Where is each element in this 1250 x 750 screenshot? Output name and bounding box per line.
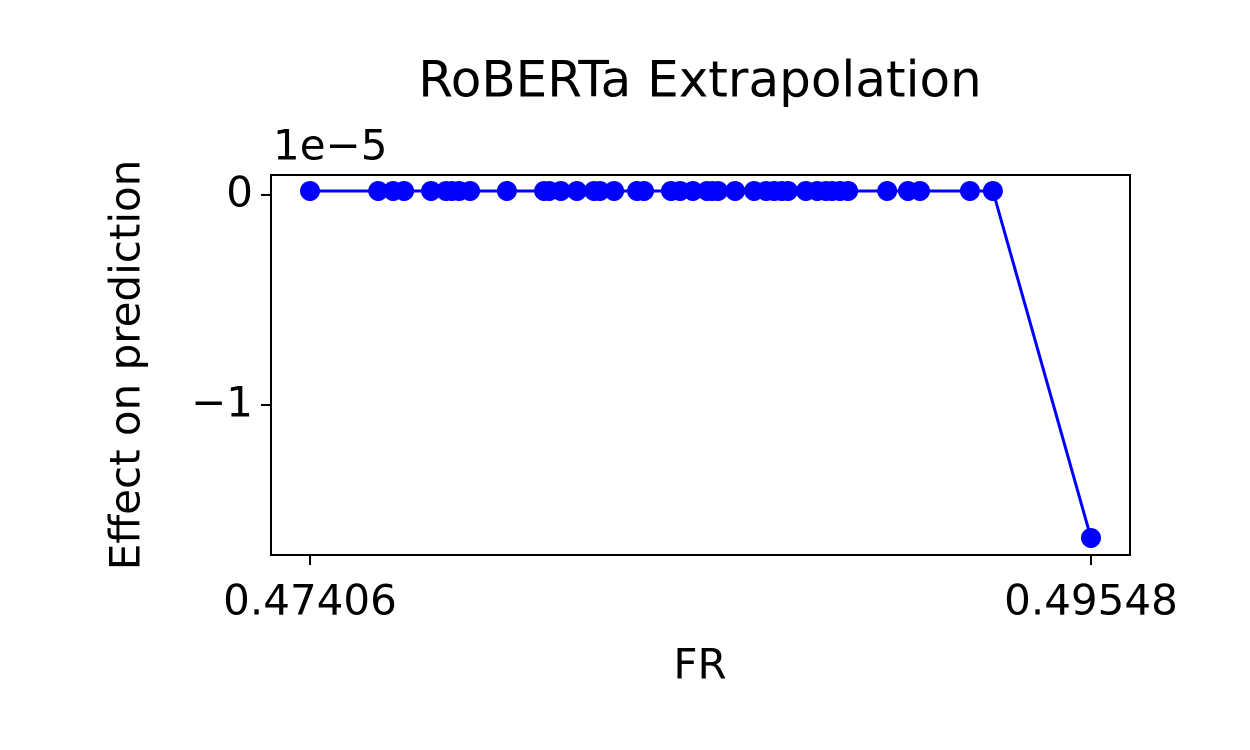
point bbox=[838, 180, 859, 201]
point bbox=[708, 180, 729, 201]
point bbox=[959, 180, 980, 201]
point bbox=[1080, 527, 1101, 548]
point bbox=[604, 180, 625, 201]
point bbox=[566, 180, 587, 201]
plot-frame bbox=[270, 174, 1131, 556]
point bbox=[682, 180, 703, 201]
x-axis-label: FR bbox=[673, 640, 726, 689]
point bbox=[496, 180, 517, 201]
series-line bbox=[310, 189, 1093, 539]
point bbox=[877, 180, 898, 201]
point bbox=[550, 180, 571, 201]
point bbox=[725, 180, 746, 201]
point bbox=[778, 180, 799, 201]
point bbox=[633, 180, 654, 201]
point bbox=[982, 180, 1003, 201]
point bbox=[394, 180, 415, 201]
y-axis-label: Effect on prediction bbox=[101, 160, 150, 571]
x-tick-label: 0.49548 bbox=[1004, 576, 1178, 625]
y-offset-text: 1e−5 bbox=[273, 121, 387, 170]
point bbox=[421, 180, 442, 201]
y-tick-label: 0 bbox=[226, 167, 253, 216]
point bbox=[368, 180, 389, 201]
y-tick-label: −1 bbox=[191, 378, 253, 427]
chart-title: RoBERTa Extrapolation bbox=[418, 51, 982, 109]
point bbox=[460, 180, 481, 201]
point bbox=[909, 180, 930, 201]
point bbox=[300, 180, 321, 201]
x-tick-label: 0.47406 bbox=[223, 576, 397, 625]
point bbox=[589, 180, 610, 201]
